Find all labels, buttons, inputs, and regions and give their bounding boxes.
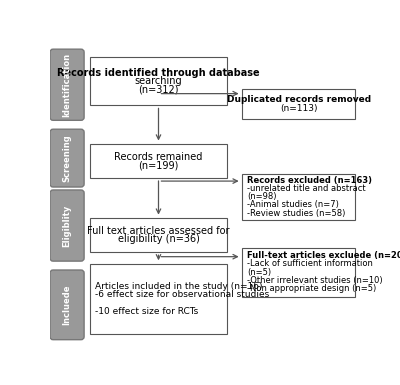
Text: Identification: Identification [62, 53, 72, 117]
Text: Incluede: Incluede [62, 285, 72, 325]
FancyBboxPatch shape [242, 248, 355, 297]
Text: -unrelated title and abstract: -unrelated title and abstract [247, 184, 366, 193]
Text: -Review studies (n=58): -Review studies (n=58) [247, 209, 345, 218]
Text: (n=113): (n=113) [280, 104, 318, 113]
Text: -Non appropriate design (n=5): -Non appropriate design (n=5) [247, 285, 376, 293]
Text: Full-text articles excluede (n=20): Full-text articles excluede (n=20) [247, 251, 400, 260]
FancyBboxPatch shape [90, 57, 227, 105]
Text: -10 effect size for RCTs: -10 effect size for RCTs [95, 307, 198, 316]
FancyBboxPatch shape [50, 270, 84, 340]
Text: (n=98): (n=98) [247, 192, 276, 201]
Text: -6 effect size for observational studies: -6 effect size for observational studies [95, 290, 269, 299]
Text: Records excluded (n=163): Records excluded (n=163) [247, 176, 372, 184]
Text: Full text articles assessed for: Full text articles assessed for [87, 226, 230, 236]
Text: eligibility (n=36): eligibility (n=36) [118, 234, 200, 244]
Text: (n=312): (n=312) [138, 84, 179, 94]
FancyBboxPatch shape [242, 89, 355, 119]
FancyBboxPatch shape [50, 49, 84, 120]
Text: Eligiblity: Eligiblity [62, 204, 72, 247]
Text: Records remained: Records remained [114, 152, 203, 162]
Text: Duplicated records removed: Duplicated records removed [227, 95, 371, 104]
Text: Articles included in the study (n=16): Articles included in the study (n=16) [95, 282, 262, 291]
FancyBboxPatch shape [90, 264, 227, 334]
FancyBboxPatch shape [50, 190, 84, 261]
Text: -Other irrelevant studies (n=10): -Other irrelevant studies (n=10) [247, 276, 382, 285]
FancyBboxPatch shape [50, 129, 84, 187]
FancyBboxPatch shape [90, 144, 227, 178]
Text: searching: searching [135, 76, 182, 86]
Text: (n=199): (n=199) [138, 160, 179, 170]
Text: -Lack of sufficient information: -Lack of sufficient information [247, 259, 373, 268]
FancyBboxPatch shape [90, 218, 227, 252]
Text: Records identified through database: Records identified through database [57, 68, 260, 78]
Text: -Animal studies (n=7): -Animal studies (n=7) [247, 201, 339, 209]
Text: Screening: Screening [62, 134, 72, 182]
Text: (n=5): (n=5) [247, 268, 271, 277]
FancyBboxPatch shape [242, 174, 355, 219]
